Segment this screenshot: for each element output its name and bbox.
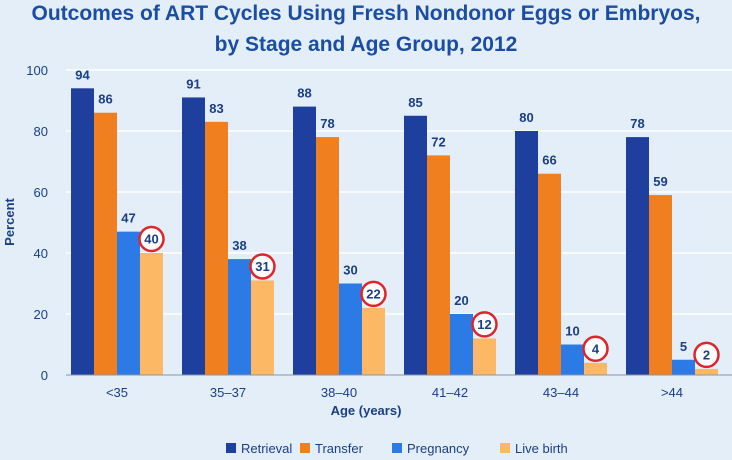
x-axis-categories: <35 35–37 38–40 41–42 43–44 >44 — [106, 385, 683, 400]
data-label: 94 — [75, 67, 90, 82]
data-label: 4 — [592, 341, 600, 356]
bar — [339, 283, 362, 375]
x-tick-label: 43–44 — [543, 385, 579, 400]
legend-label: Transfer — [315, 441, 364, 456]
y-axis-title: Percent — [2, 197, 17, 245]
data-label: 78 — [630, 116, 644, 131]
bars: 94 86 47 40 91 83 38 31 88 78 30 22 85 72 20 12 80 66 10 4 7… — [71, 67, 720, 376]
bar — [316, 137, 339, 375]
legend-swatch — [500, 443, 510, 453]
highlight-circle — [249, 253, 276, 280]
data-label: 59 — [653, 174, 667, 189]
highlight-circle — [693, 341, 720, 369]
bar — [117, 231, 140, 375]
bar — [626, 137, 649, 375]
x-tick-label: 35–37 — [210, 385, 246, 400]
data-label: 66 — [542, 153, 556, 168]
highlight-circle — [360, 280, 387, 308]
bar — [473, 338, 496, 375]
bar — [561, 344, 584, 375]
bar — [695, 368, 718, 375]
legend-label: Retrieval — [241, 441, 292, 456]
data-label: 72 — [431, 134, 445, 149]
bar — [450, 314, 473, 375]
bar — [94, 112, 117, 375]
x-axis-title: Age (years) — [331, 403, 402, 418]
bar — [251, 280, 274, 375]
bar — [228, 259, 251, 375]
y-axis-ticks: 0 20 40 60 80 100 — [26, 63, 48, 383]
data-label: 47 — [121, 211, 135, 226]
bar — [649, 195, 672, 375]
bar — [672, 359, 695, 375]
chart-subtitle: by Stage and Age Group, 2012 — [215, 33, 518, 56]
highlight-circle — [471, 311, 498, 338]
data-label: 10 — [565, 324, 579, 339]
bar — [427, 155, 450, 375]
bar — [538, 173, 561, 375]
bar — [362, 307, 385, 375]
highlight-circle — [138, 225, 165, 253]
bar — [293, 106, 316, 375]
y-tick-label: 20 — [34, 307, 48, 322]
data-label: 91 — [186, 76, 200, 91]
y-tick-label: 40 — [34, 246, 48, 261]
data-label: 12 — [477, 317, 491, 332]
data-label: 2 — [703, 347, 710, 362]
x-tick-label: 41–42 — [432, 385, 468, 400]
y-tick-label: 100 — [26, 63, 48, 78]
data-label: 31 — [255, 259, 269, 274]
bar — [205, 121, 228, 375]
x-tick-label: <35 — [106, 385, 128, 400]
data-label: 86 — [98, 92, 112, 107]
y-tick-label: 60 — [34, 185, 48, 200]
legend-label: Pregnancy — [407, 441, 470, 456]
data-label: 40 — [144, 232, 158, 247]
x-tick-label: >44 — [661, 385, 683, 400]
legend-swatch — [392, 443, 402, 453]
y-tick-label: 80 — [34, 124, 48, 139]
y-tick-label: 0 — [41, 368, 48, 383]
legend: Retrieval Transfer Pregnancy Live birth — [226, 441, 568, 456]
legend-swatch — [226, 443, 236, 453]
data-label: 22 — [366, 286, 380, 301]
bar — [182, 97, 205, 375]
data-label: 5 — [680, 339, 687, 354]
data-label: 83 — [209, 101, 223, 116]
data-label: 20 — [454, 293, 468, 308]
bar — [71, 88, 94, 376]
bar — [515, 131, 538, 375]
bar — [584, 362, 607, 375]
bar — [140, 253, 163, 375]
chart-title: Outcomes of ART Cycles Using Fresh Nondo… — [32, 2, 701, 25]
data-label: 80 — [519, 110, 533, 125]
bar — [404, 115, 427, 375]
x-tick-label: 38–40 — [321, 385, 357, 400]
data-label: 78 — [320, 116, 334, 131]
legend-swatch — [300, 443, 310, 453]
gridlines — [66, 69, 732, 315]
data-label: 85 — [408, 95, 422, 110]
data-label: 88 — [297, 86, 311, 101]
legend-label: Live birth — [515, 441, 568, 456]
highlight-circle — [582, 335, 609, 363]
data-label: 38 — [232, 238, 246, 253]
data-label: 30 — [343, 263, 357, 278]
